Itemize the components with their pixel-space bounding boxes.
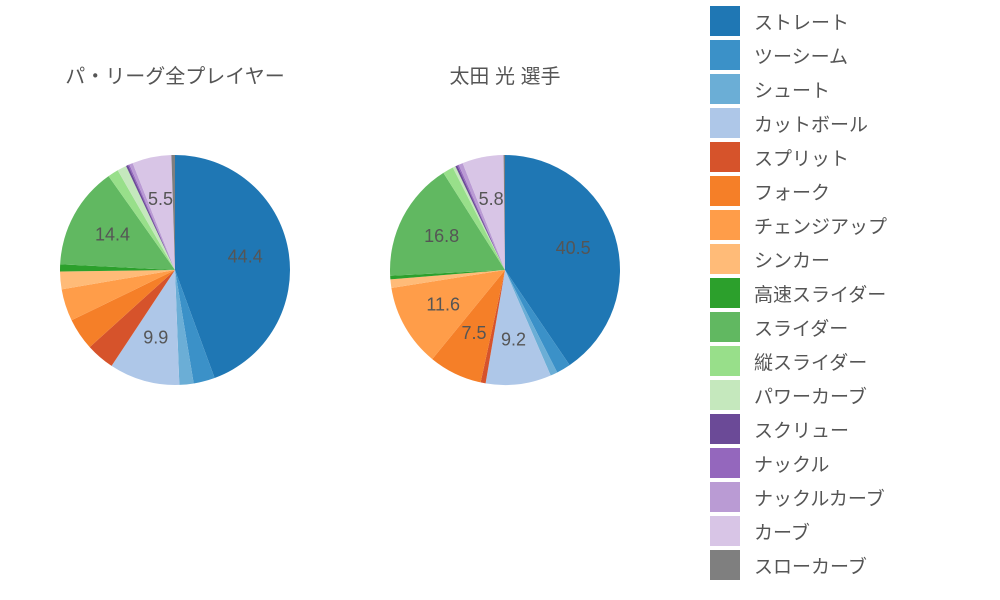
legend-swatch [710,312,740,342]
legend-swatch [710,346,740,376]
legend-label: スローカーブ [754,552,867,579]
legend-item: カーブ [710,514,990,548]
legend-item: シンカー [710,242,990,276]
legend-item: ストレート [710,4,990,38]
legend-swatch [710,448,740,478]
legend-label: ナックル [754,450,829,477]
legend-label: スプリット [754,144,849,171]
legend-swatch [710,244,740,274]
legend-swatch [710,40,740,70]
legend-label: シュート [754,76,830,103]
legend-label: チェンジアップ [754,212,887,239]
legend-label: フォーク [754,178,830,205]
legend-label: ツーシーム [754,42,848,69]
legend-swatch [710,142,740,172]
pie-slice-label: 9.2 [501,330,526,350]
chart-player-pie-holder: 40.5 9.2 7.511.6 16.8 5.8 [330,120,680,425]
legend-label: 縦スライダー [754,348,867,375]
pie-slice-label: 11.6 [426,294,460,314]
legend-item: シュート [710,72,990,106]
figure-root: パ・リーグ全プレイヤー 44.4 9.9 14.4 5.5 太田 光 選手 40.5 9… [0,0,1000,600]
chart-player-title: 太田 光 選手 [330,60,680,89]
pie-slice-label: 14.4 [95,224,130,244]
legend-label: カットボール [754,110,868,137]
chart-league-svg: 44.4 9.9 14.4 5.5 [0,120,350,420]
legend-label: ストレート [754,8,849,35]
charts-area: パ・リーグ全プレイヤー 44.4 9.9 14.4 5.5 太田 光 選手 40.5 9… [0,0,700,600]
chart-league-title: パ・リーグ全プレイヤー [0,60,350,89]
legend-item: ナックルカーブ [710,480,990,514]
legend-swatch [710,176,740,206]
legend-swatch [710,550,740,580]
pie-slice-label: 40.5 [556,238,591,258]
legend-label: シンカー [754,246,830,273]
legend: ストレートツーシームシュートカットボールスプリットフォークチェンジアップシンカー… [710,0,990,600]
chart-player-svg: 40.5 9.2 7.511.6 16.8 5.8 [330,120,680,420]
legend-label: 高速スライダー [754,280,886,307]
pie-slice-label: 5.5 [148,189,173,209]
chart-league-pie-holder: 44.4 9.9 14.4 5.5 [0,120,350,425]
legend-item: スプリット [710,140,990,174]
legend-swatch [710,6,740,36]
legend-item: 高速スライダー [710,276,990,310]
legend-swatch [710,516,740,546]
legend-swatch [710,482,740,512]
legend-item: ナックル [710,446,990,480]
pie-slice-label: 16.8 [424,226,459,246]
legend-swatch [710,108,740,138]
legend-item: パワーカーブ [710,378,990,412]
legend-swatch [710,278,740,308]
legend-label: ナックルカーブ [754,484,885,511]
legend-swatch [710,210,740,240]
legend-item: スローカーブ [710,548,990,582]
legend-item: 縦スライダー [710,344,990,378]
legend-label: スライダー [754,314,848,341]
pie-slice-label: 9.9 [143,327,168,347]
legend-label: カーブ [754,518,810,545]
legend-item: スクリュー [710,412,990,446]
legend-swatch [710,414,740,444]
legend-swatch [710,380,740,410]
pie-slice-label: 44.4 [228,246,263,266]
legend-item: スライダー [710,310,990,344]
pie-slice-label: 7.5 [462,323,487,343]
legend-item: ツーシーム [710,38,990,72]
legend-swatch [710,74,740,104]
legend-label: スクリュー [754,416,849,443]
pie-slice-label: 5.8 [479,189,504,209]
legend-item: フォーク [710,174,990,208]
legend-label: パワーカーブ [754,382,867,409]
legend-item: カットボール [710,106,990,140]
legend-item: チェンジアップ [710,208,990,242]
